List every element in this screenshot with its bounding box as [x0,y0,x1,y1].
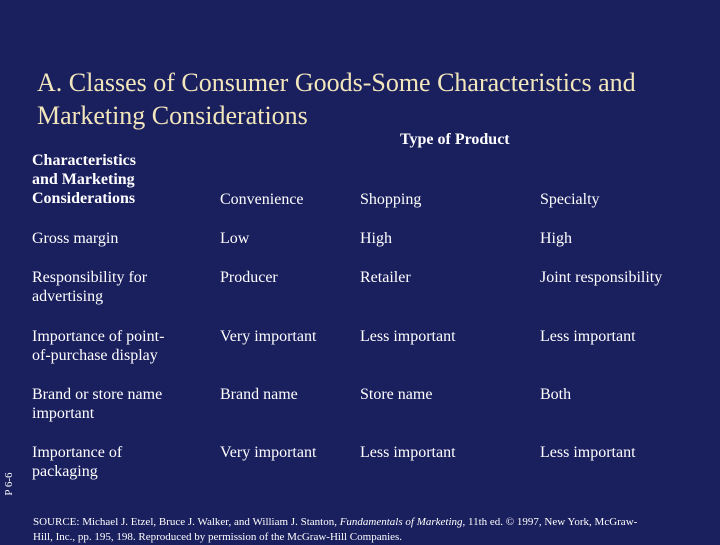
header-characteristics-line-2: and Marketing [32,171,135,188]
slide-code: P 6-6 [3,472,15,496]
header-specialty: Specialty [540,191,600,208]
header-characteristics-line-1: Characteristics [32,152,136,169]
slide-title: A. Classes of Consumer Goods-Some Charac… [37,66,707,132]
title-line-1: A. Classes of Consumer Goods-Some Charac… [37,68,636,97]
cell-specialty: Joint responsibility [540,269,663,286]
row-label: Brand or store name important [32,385,162,423]
row-label-line-2: advertising [32,288,104,305]
cell-convenience: Very important [220,444,317,461]
row-label: Responsibility for advertising [32,268,147,306]
header-characteristics: Characteristics and Marketing Considerat… [32,151,136,208]
row-label-line-1: Responsibility for [32,269,148,286]
row-label-line-2: packaging [32,463,98,480]
source-prefix: SOURCE: Michael J. Etzel, Bruce J. Walke… [33,516,340,528]
row-label-line-1: Gross margin [32,230,119,247]
row-label-line-1: Importance of [32,444,123,461]
cell-shopping: Less important [360,328,456,345]
row-label-line-1: Importance of point- [32,328,165,345]
cell-specialty: Both [540,386,572,403]
row-label: Importance of point- of-purchase display [32,327,164,365]
source-suffix: , 11th ed. © 1997, New York, McGraw- [462,516,638,528]
cell-specialty: High [540,230,572,247]
cell-shopping: Retailer [360,269,411,286]
row-label-line-2: of-purchase display [32,347,158,364]
cell-specialty: Less important [540,444,636,461]
cell-convenience: Very important [220,328,317,345]
header-convenience: Convenience [220,191,304,208]
row-label-line-1: Brand or store name [32,386,163,403]
title-line-2: Marketing Considerations [37,101,308,130]
source-line-2: Hill, Inc., pp. 195, 198. Reproduced by … [33,531,403,543]
cell-convenience: Low [220,230,250,247]
cell-convenience: Producer [220,269,278,286]
cell-specialty: Less important [540,328,636,345]
type-of-product-heading: Type of Product [400,131,510,148]
row-label: Gross margin [32,229,118,248]
source-book-title: Fundamentals of Marketing [339,516,463,528]
cell-shopping: Store name [360,386,433,403]
header-characteristics-line-3: Considerations [32,190,136,207]
cell-shopping: Less important [360,444,456,461]
cell-shopping: High [360,230,392,247]
header-shopping: Shopping [360,191,422,208]
row-label-line-2: important [32,405,95,422]
row-label: Importance of packaging [32,443,122,481]
cell-convenience: Brand name [220,386,298,403]
source-citation: SOURCE: Michael J. Etzel, Bruce J. Walke… [33,515,717,545]
